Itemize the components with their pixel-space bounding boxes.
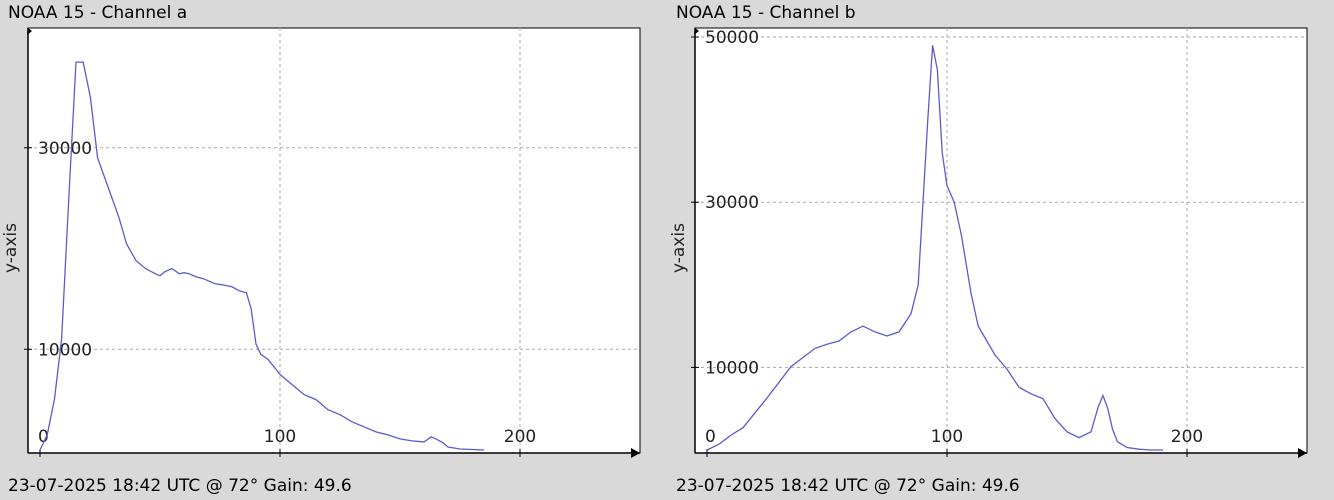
chart-b-series-line-0 (706, 45, 1163, 451)
chart-b-x-tick-label-100: 100 (931, 427, 963, 447)
chart-a-x-tick-label-0: 0 (38, 427, 49, 447)
panel-b-footer: 23-07-2025 18:42 UTC @ 72° Gain: 49.6 (676, 476, 1020, 496)
chart-a-y-tick-label-30000: 30000 (38, 139, 92, 159)
chart-b-plot-area (694, 27, 1308, 454)
chart-a-x-axis-arrow (631, 448, 640, 458)
chart-a-series-line-0 (39, 61, 485, 451)
charts-canvas: 0 100 200 10000 30000 y-axis 0 100 200 10000 30000… (1, 27, 1308, 458)
chart-b-x-axis-arrow (1298, 448, 1307, 458)
chart-a-plot-area (27, 27, 641, 454)
chart-b-y-tick-label-30000: 30000 (705, 193, 759, 213)
panel-a-title: NOAA 15 - Channel a (8, 3, 188, 23)
panel-b-title: NOAA 15 - Channel b (676, 3, 856, 23)
chart-a-x-tick-label-100: 100 (264, 427, 296, 447)
chart-a-y-axis-title: y-axis (1, 223, 21, 273)
chart-b-y-tick-label-10000: 10000 (705, 358, 759, 378)
chart-b-y-tick-label-50000: 50000 (705, 28, 759, 48)
chart-b-y-axis-title: y-axis (669, 223, 689, 273)
chart-a-y-axis-arrow (27, 28, 32, 35)
chart-a-x-tick-label-200: 200 (504, 427, 536, 447)
chart-b-x-tick-label-200: 200 (1171, 427, 1203, 447)
chart-a-y-tick-label-10000: 10000 (38, 340, 92, 360)
chart-b-y-axis-arrow (694, 28, 699, 35)
chart-b-x-tick-label-0: 0 (705, 427, 716, 447)
panel-a-footer: 23-07-2025 18:42 UTC @ 72° Gain: 49.6 (8, 476, 352, 496)
